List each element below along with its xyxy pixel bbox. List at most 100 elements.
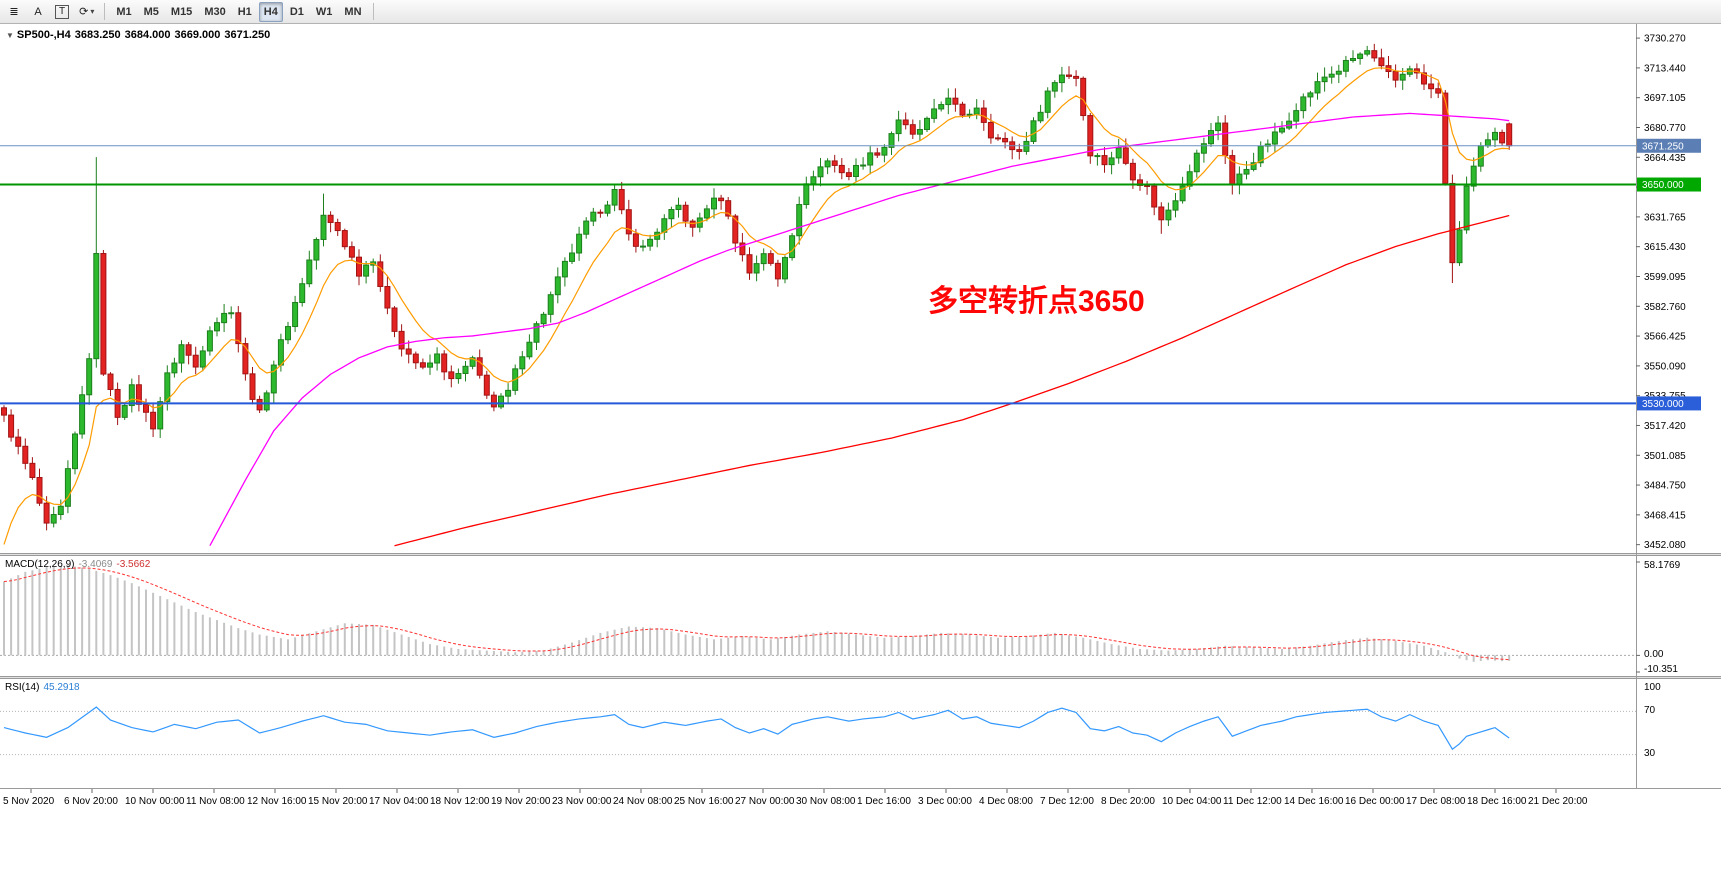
candle bbox=[611, 184, 618, 212]
candle bbox=[895, 110, 902, 142]
dropdown-caret-icon: ▾ bbox=[90, 7, 95, 16]
candle bbox=[363, 260, 370, 284]
chart-annotation-text[interactable]: 多空转折点3650 bbox=[928, 285, 1145, 318]
cursor-a-button[interactable]: A bbox=[27, 2, 49, 22]
svg-text:3650.000: 3650.000 bbox=[1642, 180, 1684, 191]
candle bbox=[853, 158, 859, 183]
rsi-level-30: 30 bbox=[1644, 748, 1656, 759]
candle bbox=[214, 317, 220, 337]
timeframe-h4-button[interactable]: H4 bbox=[258, 1, 283, 22]
candle bbox=[1350, 50, 1356, 63]
svg-text:25 Nov 16:00: 25 Nov 16:00 bbox=[674, 796, 734, 807]
timeframe-m30-button[interactable]: M30 bbox=[199, 2, 230, 22]
candle bbox=[1108, 151, 1115, 175]
macd-panel bbox=[0, 561, 1640, 673]
candle bbox=[72, 431, 78, 475]
timeframe-d1-button[interactable]: D1 bbox=[285, 2, 309, 22]
svg-text:30 Nov 08:00: 30 Nov 08:00 bbox=[796, 796, 856, 807]
timeframe-h1-button[interactable]: H1 bbox=[233, 2, 257, 22]
candle bbox=[1279, 121, 1285, 135]
candle bbox=[135, 375, 142, 412]
candle bbox=[1428, 74, 1435, 99]
candle bbox=[1080, 76, 1087, 121]
candle bbox=[725, 197, 732, 220]
svg-text:3671.250: 3671.250 bbox=[1642, 141, 1684, 152]
candle bbox=[1364, 45, 1371, 57]
cursor-a-icon: A bbox=[34, 5, 42, 18]
candle bbox=[93, 157, 100, 368]
rsi-indicator-label: RSI(14) 45.2918 bbox=[5, 682, 80, 693]
candle bbox=[1463, 176, 1470, 234]
candle bbox=[1158, 202, 1165, 234]
candle bbox=[1016, 143, 1023, 160]
charts-list-button[interactable]: ≣ bbox=[3, 2, 25, 22]
macd-main-value: -3.4069 bbox=[78, 559, 113, 570]
candle bbox=[1009, 136, 1016, 160]
svg-text:3468.415: 3468.415 bbox=[1644, 510, 1686, 521]
svg-text:11 Nov 08:00: 11 Nov 08:00 bbox=[186, 796, 245, 807]
candle bbox=[8, 409, 15, 442]
macd-indicator-label: MACD(12,26,9) -3.4069 -3.5662 bbox=[5, 559, 150, 570]
candle bbox=[1044, 87, 1051, 119]
candle bbox=[1051, 80, 1058, 98]
price-scale[interactable]: 3730.270 3713.440 3697.105 3680.770 3664.435… bbox=[1636, 34, 1701, 552]
charts-list-icon: ≣ bbox=[9, 6, 19, 18]
candle bbox=[924, 116, 930, 132]
candle bbox=[1499, 129, 1506, 146]
svg-text:3599.095: 3599.095 bbox=[1644, 272, 1686, 283]
candles[interactable] bbox=[1, 43, 1513, 531]
candle bbox=[1321, 67, 1328, 92]
candle bbox=[1492, 127, 1498, 147]
timeframe-mn-button[interactable]: MN bbox=[339, 2, 366, 22]
chart-title: ▼ SP500-,H4 3683.250 3684.000 3669.000 3671.2… bbox=[6, 29, 274, 41]
period-cycle-button[interactable]: ⟳ ▾ bbox=[75, 2, 98, 22]
text-tool-button[interactable]: T bbox=[51, 2, 73, 22]
time-axis[interactable]: 5 Nov 2020 6 Nov 20:00 10 Nov 00:00 11 Nov … bbox=[3, 789, 1588, 807]
candle bbox=[405, 340, 412, 364]
candle bbox=[483, 370, 490, 399]
candle bbox=[1335, 64, 1342, 84]
svg-text:3664.435: 3664.435 bbox=[1644, 153, 1686, 164]
candle bbox=[1215, 116, 1222, 141]
horizontal-levels[interactable] bbox=[0, 145, 1636, 405]
candle bbox=[313, 237, 320, 270]
svg-text:15 Nov 20:00: 15 Nov 20:00 bbox=[308, 796, 368, 807]
candle bbox=[490, 391, 497, 412]
candle bbox=[753, 255, 760, 282]
candle bbox=[391, 306, 398, 338]
candle bbox=[64, 460, 71, 514]
candle bbox=[299, 277, 306, 307]
macd-signal-value: -3.5662 bbox=[116, 559, 151, 570]
candle bbox=[810, 170, 817, 191]
candle bbox=[547, 291, 554, 323]
candle bbox=[1378, 48, 1385, 70]
collapse-arrow-icon[interactable]: ▼ bbox=[6, 31, 14, 40]
macd-scale-min: -10.351 bbox=[1644, 664, 1678, 675]
candle bbox=[1357, 52, 1364, 65]
candle bbox=[1371, 43, 1378, 62]
candle bbox=[739, 233, 746, 262]
candle bbox=[845, 167, 852, 181]
timeframe-m15-button[interactable]: M15 bbox=[166, 2, 197, 22]
candle bbox=[987, 113, 994, 144]
candle bbox=[221, 303, 228, 332]
svg-text:8 Dec 20:00: 8 Dec 20:00 bbox=[1101, 796, 1155, 807]
candle bbox=[427, 354, 433, 375]
timeframe-w1-button[interactable]: W1 bbox=[311, 2, 338, 22]
svg-text:3517.420: 3517.420 bbox=[1644, 421, 1686, 432]
candle bbox=[285, 321, 291, 345]
candle bbox=[1165, 202, 1172, 226]
candle bbox=[1200, 137, 1207, 163]
candle bbox=[128, 378, 135, 413]
candle bbox=[398, 324, 405, 357]
candle bbox=[242, 337, 249, 381]
candle bbox=[1229, 149, 1236, 195]
rsi-panel bbox=[0, 706, 1636, 756]
toolbar-separator bbox=[372, 3, 374, 20]
timeframe-m5-button[interactable]: M5 bbox=[139, 2, 164, 22]
candle bbox=[1101, 147, 1108, 173]
candle bbox=[533, 321, 540, 350]
candle bbox=[881, 144, 888, 163]
timeframe-m1-button[interactable]: M1 bbox=[111, 2, 136, 22]
